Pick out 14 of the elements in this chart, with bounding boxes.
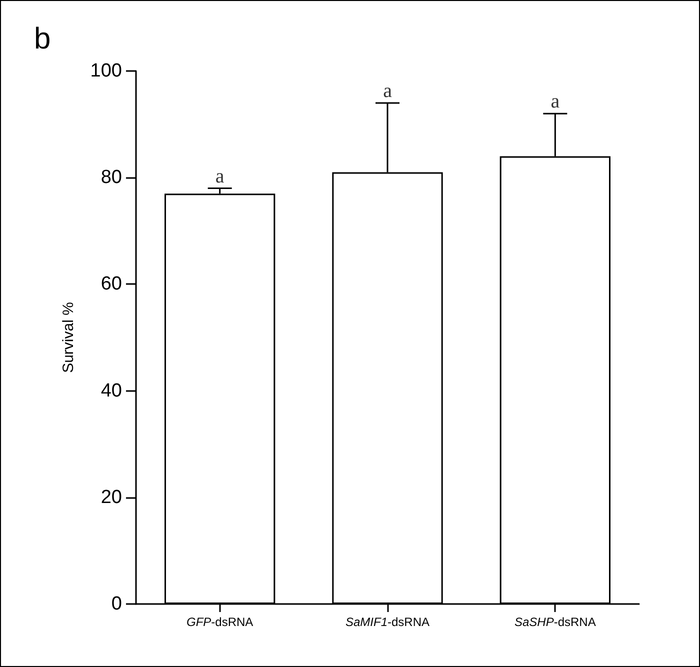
y-tick-label: 20 — [100, 486, 122, 508]
chart-title: b — [34, 22, 51, 56]
y-tick-label: 80 — [100, 167, 122, 188]
y-tick-label: 0 — [111, 594, 122, 614]
y-axis-title: Survival % — [60, 302, 77, 373]
x-tick-label: SaSHP-dsRNA — [514, 615, 596, 629]
y-tick-label: 40 — [100, 380, 122, 402]
y-tick-label: 60 — [100, 274, 122, 295]
annotation: a — [383, 80, 392, 102]
annotation: a — [215, 165, 224, 188]
annotation: a — [550, 90, 560, 113]
x-tick-label: GFP-dsRNA — [186, 615, 254, 629]
y-tick-label: 100 — [90, 60, 122, 82]
x-tick-label: SaMIF1-dsRNA — [345, 615, 430, 629]
